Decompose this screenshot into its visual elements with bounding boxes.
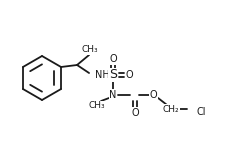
Text: N: N xyxy=(109,90,117,100)
Text: CH₃: CH₃ xyxy=(82,45,98,54)
Text: O: O xyxy=(125,70,133,80)
Text: O: O xyxy=(149,90,157,100)
Text: S: S xyxy=(109,69,117,81)
Text: Cl: Cl xyxy=(196,107,206,117)
Text: O: O xyxy=(109,54,117,64)
Text: CH₃: CH₃ xyxy=(89,102,105,111)
Text: NH: NH xyxy=(95,70,110,80)
Text: CH₂: CH₂ xyxy=(163,105,179,114)
Text: O: O xyxy=(131,108,139,118)
